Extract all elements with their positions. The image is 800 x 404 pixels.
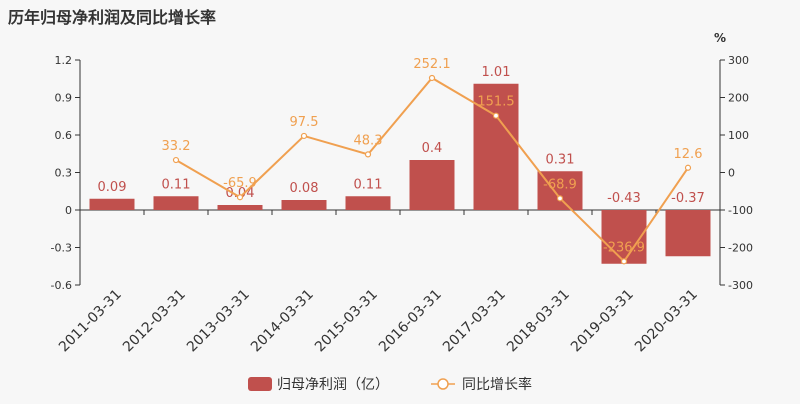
right-axis-unit: %	[714, 31, 726, 45]
growth-data-label: 12.6	[674, 147, 703, 162]
left-axis-tick-label: 0.6	[55, 129, 73, 142]
bar	[153, 196, 199, 210]
right-axis-tick-label: -100	[728, 204, 753, 217]
left-axis-tick-label: 0.9	[55, 92, 73, 105]
bar-data-label: -0.43	[607, 191, 641, 206]
right-axis-tick-label: -200	[728, 242, 753, 255]
bar-data-label: 0.31	[546, 152, 575, 167]
x-axis-tick-label: 2015-03-31	[312, 287, 381, 356]
bar-data-label: -0.37	[671, 191, 705, 206]
x-axis-tick-label: 2016-03-31	[376, 287, 445, 356]
bar	[281, 200, 327, 210]
bar	[217, 205, 263, 210]
bar	[473, 83, 519, 210]
left-axis-tick-label: 0.3	[55, 167, 73, 180]
bar	[345, 196, 391, 210]
x-axis-tick-label: 2017-03-31	[440, 287, 509, 356]
growth-point	[428, 74, 436, 82]
bar	[409, 160, 455, 210]
bar	[89, 198, 135, 210]
growth-point	[556, 195, 564, 202]
growth-data-label: 151.5	[477, 95, 514, 110]
x-axis-tick-label: 2018-03-31	[504, 287, 573, 356]
growth-point	[620, 258, 628, 265]
legend-bar-label: 归母净利润（亿）	[277, 376, 389, 393]
left-axis-tick-label: -0.3	[51, 242, 72, 255]
growth-point	[236, 194, 244, 201]
x-axis-tick-label: 2013-03-31	[184, 287, 253, 356]
growth-point	[492, 112, 500, 119]
x-axis-tick-label: 2020-03-31	[632, 287, 701, 356]
growth-data-label: 33.2	[162, 139, 191, 154]
bar-data-label: 0.4	[422, 141, 443, 156]
legend-line-marker	[437, 378, 449, 390]
left-axis-tick-label: 0	[65, 204, 72, 217]
legend-line-label: 同比增长率	[462, 376, 532, 393]
growth-data-label: 97.5	[290, 115, 319, 130]
bar-data-label: 0.11	[162, 177, 191, 192]
growth-data-label: -68.9	[543, 177, 577, 192]
x-axis-tick-label: 2014-03-31	[248, 287, 317, 356]
left-axis-tick-label: 1.2	[55, 54, 73, 67]
right-axis-tick-label: 0	[728, 167, 735, 180]
right-axis-tick-label: 100	[728, 129, 749, 142]
left-axis-tick-label: -0.6	[51, 279, 72, 292]
right-axis-tick-label: -300	[728, 279, 753, 292]
growth-data-label: -65.9	[223, 176, 257, 191]
x-axis-tick-label: 2012-03-31	[120, 287, 189, 356]
bar-data-label: 0.08	[290, 181, 319, 196]
bar	[665, 210, 711, 257]
right-axis-tick-label: 300	[728, 54, 749, 67]
chart-title: 历年归母净利润及同比增长率	[8, 8, 217, 27]
growth-point	[172, 156, 180, 164]
x-axis-tick-label: 2019-03-31	[568, 287, 637, 356]
bar-data-label: 0.11	[354, 177, 383, 192]
growth-point	[684, 164, 692, 171]
bar-data-label: 1.01	[482, 65, 511, 80]
right-axis-tick-label: 200	[728, 92, 749, 105]
growth-data-label: 48.3	[354, 133, 383, 148]
legend-bar-swatch	[248, 377, 272, 391]
growth-point	[300, 132, 308, 140]
x-axis-tick-label: 2011-03-31	[56, 287, 125, 356]
growth-data-label: -236.9	[603, 240, 645, 255]
growth-point	[364, 151, 372, 158]
growth-data-label: 252.1	[413, 57, 450, 72]
bar-data-label: 0.09	[98, 180, 127, 195]
bar	[601, 210, 647, 264]
